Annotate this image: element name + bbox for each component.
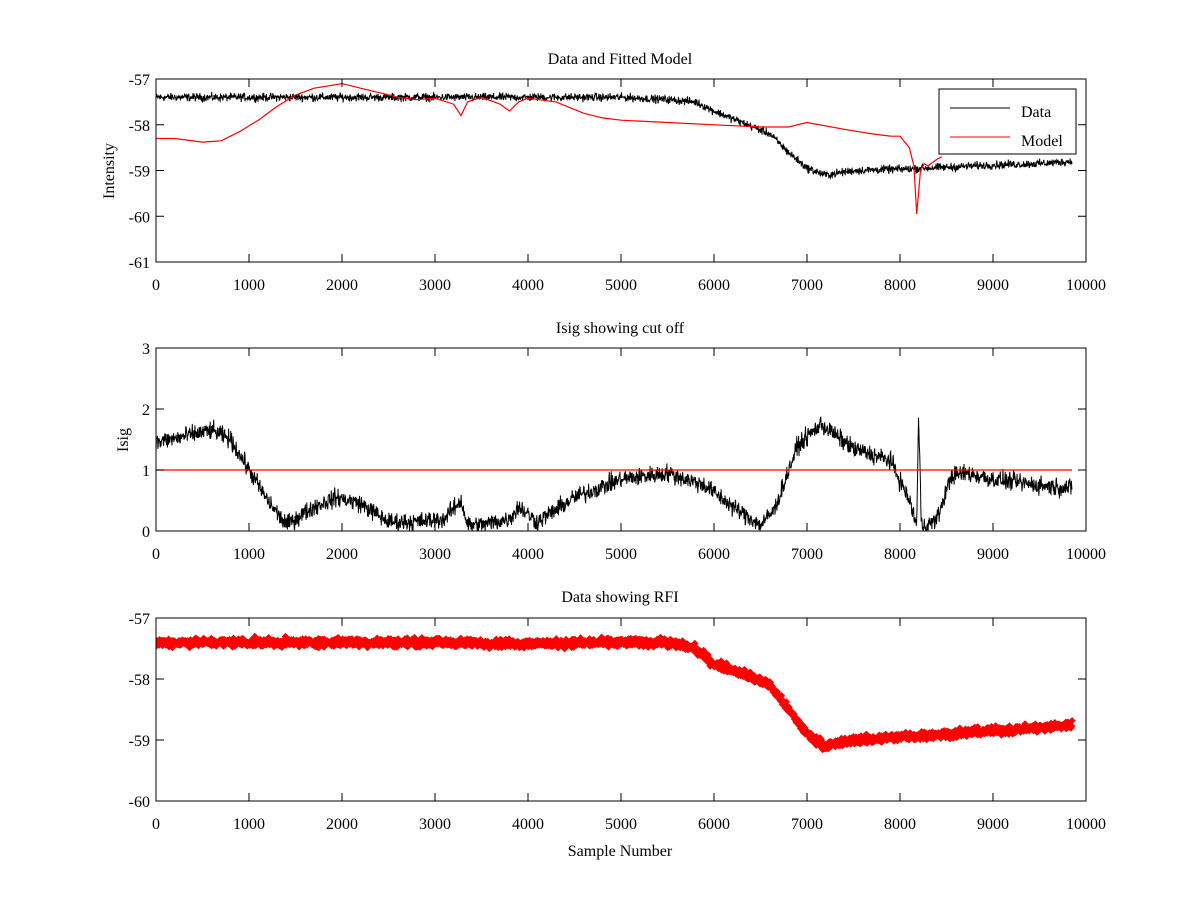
x-tick-label: 7000	[791, 277, 823, 294]
x-tick-label: 3000	[419, 546, 451, 563]
axis-ticks-2: 0 1000 2000 3000 4000 5000 6000 7000 8000 9000 100…	[142, 341, 1106, 563]
x-tick-label: 4000	[512, 816, 544, 833]
series-line-model	[156, 82, 943, 215]
chart-title-2: Isig showing cut off	[556, 320, 685, 337]
x-tick-label: 6000	[698, 816, 730, 833]
x-tick-label: 4000	[512, 277, 544, 294]
legend-label-model: Model	[1021, 133, 1063, 150]
y-tick-label: -58	[129, 118, 150, 135]
x-tick-label: 8000	[884, 546, 916, 563]
plot-frame-2	[155, 347, 1087, 532]
x-tick-label: 2000	[326, 816, 358, 833]
axis-ticks-1: 0 1000 2000 3000 4000 5000 6000 7000 8000 9000 100…	[129, 72, 1106, 294]
panel-rfi: Data showing RFI 0 1000 2000 3000 4000 5000 60…	[129, 589, 1106, 860]
x-tick-label: 10000	[1066, 546, 1106, 563]
y-tick-label: -58	[129, 672, 150, 689]
x-tick-label: 0	[152, 277, 160, 294]
x-tick-label: 0	[152, 816, 160, 833]
chart-title-3: Data showing RFI	[561, 589, 678, 606]
x-tick-label: 8000	[884, 816, 916, 833]
y-tick-label: -61	[129, 255, 150, 272]
y-tick-label: 2	[142, 402, 150, 419]
y-tick-label: -57	[129, 611, 150, 628]
y-tick-label: 1	[142, 463, 150, 480]
axis-ticks-3: 0 1000 2000 3000 4000 5000 6000 7000 8000 9000 100…	[129, 611, 1106, 833]
panel-isig: Isig showing cut off Isig 0 1000 2000 3000 4…	[115, 320, 1106, 563]
x-tick-label: 3000	[419, 816, 451, 833]
y-tick-label: -59	[129, 164, 150, 181]
scatter-points-rfi-data	[156, 632, 1076, 754]
y-tick-label: -60	[129, 794, 150, 811]
x-tick-label: 7000	[791, 816, 823, 833]
x-tick-label: 5000	[605, 546, 637, 563]
legend-box	[938, 88, 1077, 155]
series-line-isig	[156, 416, 1073, 531]
x-tick-label: 1000	[233, 546, 265, 563]
y-tick-label: 3	[142, 341, 150, 358]
y-axis-label-1: Intensity	[101, 143, 118, 199]
legend: Data Model	[938, 88, 1077, 155]
chart-title-1: Data and Fitted Model	[548, 51, 693, 68]
x-tick-label: 4000	[512, 546, 544, 563]
x-tick-label: 5000	[605, 277, 637, 294]
x-tick-label: 8000	[884, 277, 916, 294]
x-tick-label: 6000	[698, 546, 730, 563]
plot-frame-3	[155, 617, 1087, 802]
x-tick-label: 2000	[326, 546, 358, 563]
x-tick-label: 0	[152, 546, 160, 563]
x-tick-label: 10000	[1066, 277, 1106, 294]
x-tick-label: 9000	[977, 277, 1009, 294]
x-tick-label: 6000	[698, 277, 730, 294]
legend-label-data: Data	[1021, 104, 1051, 121]
y-tick-label: 0	[142, 524, 150, 541]
x-tick-label: 1000	[233, 816, 265, 833]
y-axis-label-2: Isig	[115, 428, 132, 452]
y-tick-label: -59	[129, 733, 150, 750]
x-axis-label: Sample Number	[568, 843, 673, 860]
x-tick-label: 7000	[791, 546, 823, 563]
x-tick-label: 9000	[977, 546, 1009, 563]
x-tick-label: 1000	[233, 277, 265, 294]
x-tick-label: 3000	[419, 277, 451, 294]
plot-frame-1	[155, 78, 1087, 263]
y-tick-label: -60	[129, 209, 150, 226]
y-tick-label: -57	[129, 72, 150, 89]
x-tick-label: 2000	[326, 277, 358, 294]
x-tick-label: 9000	[977, 816, 1009, 833]
x-tick-label: 5000	[605, 816, 637, 833]
x-tick-label: 10000	[1066, 816, 1106, 833]
series-line-data	[156, 91, 1073, 181]
panel-data-and-model: Data and Fitted Model Intensity 0 1000 200…	[101, 51, 1106, 294]
